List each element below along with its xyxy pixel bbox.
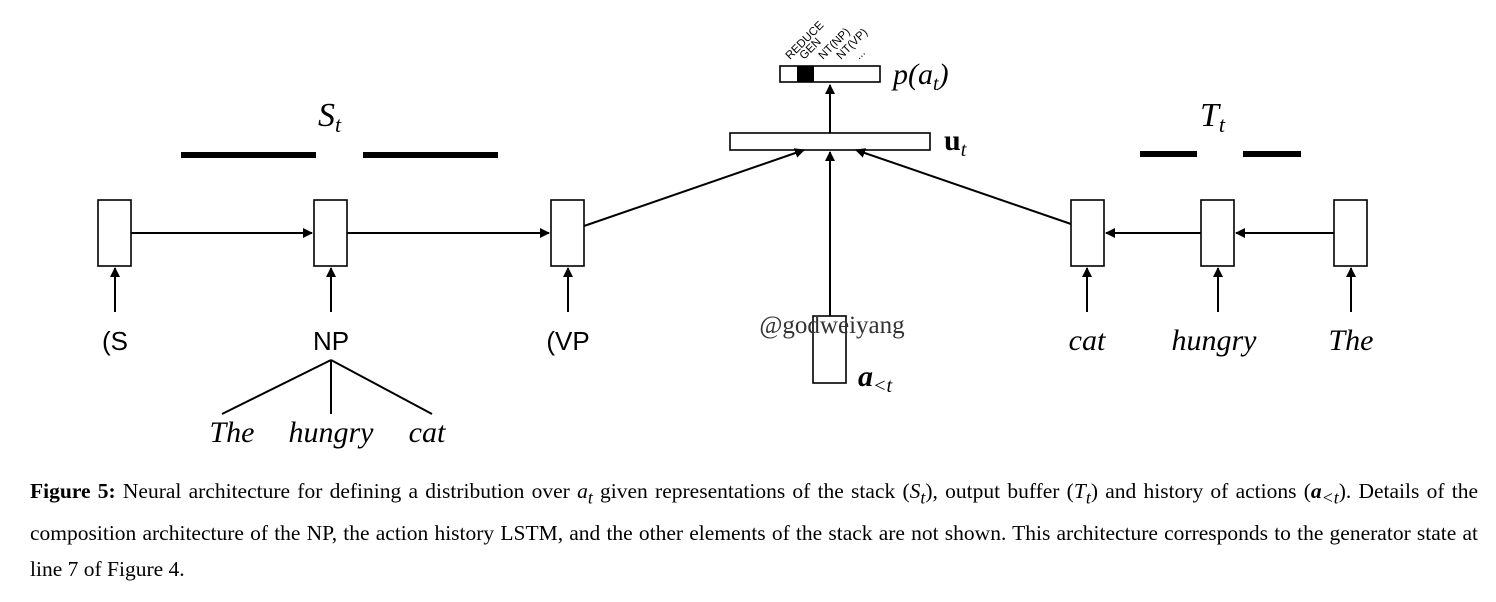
caption-text: Neural architecture for defining a distr…	[115, 479, 578, 503]
caption-math: a	[577, 479, 588, 503]
stack-input-label: (S	[102, 326, 128, 356]
caption-text: given representations of the stack (	[592, 479, 910, 503]
watermark: @godweiyang	[759, 312, 905, 339]
figure-caption: Figure 5: Neural architecture for defini…	[30, 473, 1478, 587]
np-tree	[221, 359, 433, 415]
stack-lstm-cell	[97, 199, 132, 267]
u-label: ut	[944, 124, 967, 161]
np-child-word: hungry	[289, 416, 375, 449]
caption-math: S	[909, 479, 921, 503]
buffer-lstm-cell	[1070, 199, 1105, 267]
buffer-label: Tt	[1200, 97, 1226, 137]
buffer-word: hungry	[1172, 324, 1258, 357]
figure-label: Figure 5:	[30, 479, 116, 503]
buffer-bar	[1243, 151, 1301, 157]
stack-input-label: (VP	[546, 326, 589, 356]
stack-bar	[363, 152, 498, 158]
action-labels: REDUCE GEN NT(NP) NT(VP) ...	[784, 19, 871, 62]
buffer-lstm-cell	[1200, 199, 1235, 267]
action-distribution-vector	[779, 65, 881, 83]
stack-label: St	[318, 97, 342, 137]
caption-math-sub: <t	[1321, 487, 1339, 508]
architecture-diagram: REDUCE GEN NT(NP) NT(VP) ... p(at) ut St…	[97, 19, 1374, 449]
selected-action-cell	[797, 66, 814, 82]
buffer-word: The	[1329, 324, 1374, 357]
buffer-to-u-arrow	[855, 148, 1072, 225]
caption-text: ) and history of actions (	[1090, 479, 1311, 503]
buffer-lstm-cell	[1333, 199, 1368, 267]
caption-math-sub: t	[587, 487, 593, 508]
np-child-word: cat	[409, 416, 446, 449]
p-label: p(at)	[891, 58, 949, 95]
stack-lstm-cell	[313, 199, 348, 267]
stack-lstm-cell	[550, 199, 585, 267]
caption-text: ). Details of the composition architectu…	[30, 479, 1478, 582]
u-vector	[729, 132, 931, 151]
buffer-word: cat	[1069, 324, 1106, 357]
stack-to-u-arrow	[583, 148, 805, 227]
caption-math: a	[1310, 479, 1322, 503]
np-child-word: The	[210, 416, 255, 449]
caption-text: ), output buffer (	[925, 479, 1074, 503]
stack-bar	[181, 152, 316, 158]
caption-math-sub: t	[920, 487, 926, 508]
caption-math: T	[1073, 479, 1086, 503]
stack-input-label: NP	[313, 326, 349, 356]
caption-math-sub: t	[1085, 487, 1091, 508]
buffer-bar	[1140, 151, 1197, 157]
a-history-label: a<t	[858, 360, 892, 397]
